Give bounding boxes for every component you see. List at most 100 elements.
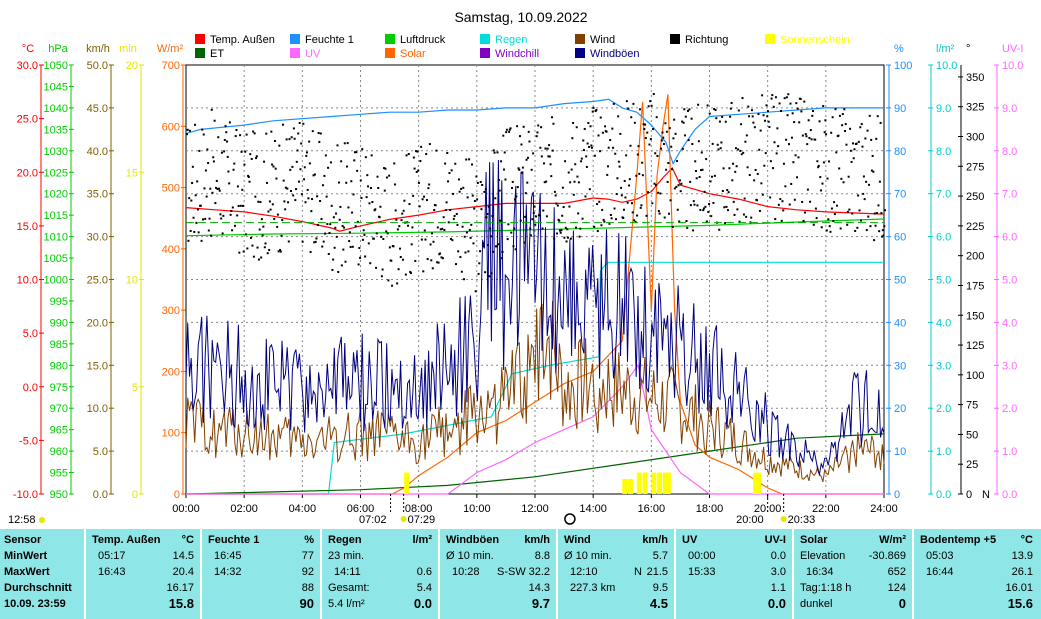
direction-point	[455, 212, 458, 215]
boden-current: 15.6	[1007, 596, 1033, 611]
direction-point	[513, 198, 516, 201]
direction-point	[855, 142, 858, 145]
boden-max-value: 26.1	[1011, 566, 1033, 578]
direction-point	[349, 245, 352, 248]
boden-min-value: 13.9	[1011, 550, 1033, 562]
direction-point	[357, 263, 360, 266]
direction-point	[498, 189, 501, 192]
direction-point	[265, 132, 268, 135]
direction-point	[308, 140, 311, 143]
direction-point	[861, 145, 864, 148]
direction-point	[284, 208, 287, 211]
direction-point	[415, 150, 418, 153]
legend-label: Solar	[400, 48, 426, 60]
direction-point	[203, 187, 206, 190]
direction-point	[194, 194, 197, 197]
direction-point	[432, 240, 435, 243]
direction-point	[865, 180, 868, 183]
direction-point	[602, 218, 605, 221]
direction-point	[856, 226, 859, 229]
direction-point	[266, 252, 269, 255]
direction-point	[468, 158, 471, 161]
direction-point	[297, 132, 300, 135]
direction-point	[332, 258, 335, 261]
direction-point	[455, 263, 458, 266]
column-divider	[320, 529, 322, 619]
direction-point	[571, 137, 574, 140]
direction-point	[470, 223, 473, 226]
direction-point	[508, 128, 511, 131]
direction-point	[381, 268, 384, 271]
uv-min-value: 0.0	[770, 550, 786, 562]
axis-tick-label-left: 30.0	[87, 232, 108, 244]
direction-point	[841, 124, 844, 127]
uv-current: 0.0	[767, 596, 786, 611]
axis-tick-label-right: 3.0	[936, 360, 951, 372]
row-label-max: MaxWert	[4, 566, 50, 578]
direction-point	[561, 186, 564, 189]
direction-point	[529, 227, 532, 230]
sunshine-bar	[636, 472, 642, 494]
direction-point	[767, 120, 770, 123]
direction-point	[622, 217, 625, 220]
direction-point	[626, 201, 629, 204]
direction-point	[340, 264, 343, 267]
direction-point	[447, 180, 450, 183]
direction-point	[306, 188, 309, 191]
direction-point	[725, 205, 728, 208]
direction-point	[711, 142, 714, 145]
direction-point	[427, 187, 430, 190]
direction-point	[222, 214, 225, 217]
direction-point	[844, 123, 847, 126]
temp-max-value: 20.4	[172, 566, 194, 578]
direction-point	[295, 188, 298, 191]
feuchte-unit: %	[304, 534, 314, 546]
direction-point	[472, 242, 475, 245]
regen-row2-label: 14:11	[334, 566, 361, 578]
x-tick-label: 20:00	[754, 503, 782, 515]
legend-label: Luftdruck	[400, 34, 446, 46]
direction-point	[821, 182, 824, 185]
direction-point	[319, 199, 322, 202]
feuchte-header: Feuchte 1	[208, 534, 260, 546]
direction-point	[359, 179, 362, 182]
direction-point	[253, 132, 256, 135]
axis-tick-label-left: 15.0	[87, 360, 108, 372]
direction-point	[325, 195, 328, 198]
direction-point	[610, 217, 613, 220]
direction-point	[628, 184, 631, 187]
direction-point	[252, 130, 255, 133]
direction-point	[371, 200, 374, 203]
direction-point	[839, 227, 842, 230]
direction-point	[881, 229, 884, 232]
direction-point	[723, 206, 726, 209]
direction-point	[430, 259, 433, 262]
direction-point	[681, 147, 684, 150]
direction-point	[540, 126, 543, 129]
direction-point	[489, 227, 492, 230]
direction-point	[441, 227, 444, 230]
axis-tick-label-left: 995	[50, 296, 68, 308]
direction-point	[681, 120, 684, 123]
regen-column: Regen l/m² 23 min. 14:11 0.6 Gesamt: 5.4…	[322, 529, 438, 619]
direction-point	[845, 143, 848, 146]
axis-tick-label-left: 1015	[44, 210, 68, 222]
regen-row1-label: 23 min.	[328, 550, 365, 562]
direction-point	[366, 174, 369, 177]
direction-point	[509, 127, 512, 130]
direction-point	[866, 129, 869, 132]
direction-point	[223, 150, 226, 153]
direction-point	[431, 232, 434, 235]
direction-point	[209, 187, 212, 190]
direction-point	[740, 123, 743, 126]
direction-point	[760, 182, 763, 185]
direction-point	[401, 258, 404, 261]
direction-point	[706, 104, 709, 107]
direction-point	[673, 118, 676, 121]
direction-point	[752, 121, 755, 124]
direction-point	[345, 181, 348, 184]
direction-point	[697, 140, 700, 143]
direction-point	[497, 243, 500, 246]
direction-point	[352, 193, 355, 196]
legend-swatch	[290, 48, 300, 58]
